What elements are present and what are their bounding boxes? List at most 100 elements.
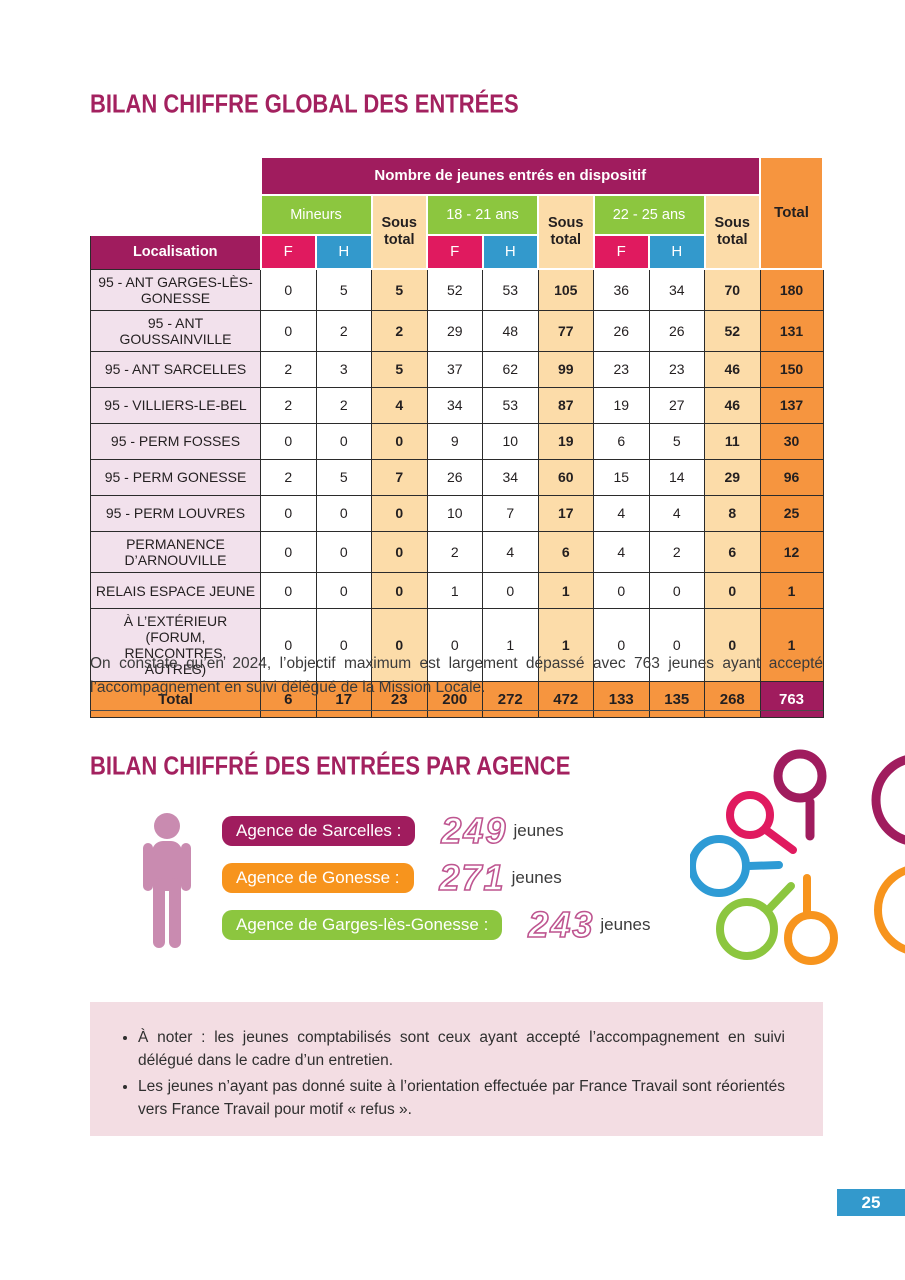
table-row: PERMANENCE D’ARNOUVILLE 0 0 0 2 4 6 4 2 6 12 — [90, 530, 824, 574]
col-header-h-2: H — [481, 234, 539, 270]
table-cell: 10 — [426, 494, 483, 532]
table-cell: 52 — [704, 309, 761, 352]
table-cell: 34 — [648, 268, 705, 311]
agency-row-gonesse: Agence de Gonesse : 271 jeunes — [222, 857, 692, 898]
section2-title: BILAN CHIFFRÉ DES ENTRÉES PAR AGENCE — [90, 751, 571, 781]
table-cell: 0 — [260, 268, 317, 311]
table-row: 95 - ANT GARGES-LÈS-GONESSE 0 5 5 52 53 105 36 3… — [90, 268, 824, 311]
agency-count-gonesse: 271 — [439, 857, 506, 898]
table-cell: 87 — [537, 386, 594, 424]
table-cell: PERMANENCE D’ARNOUVILLE — [90, 530, 261, 574]
table-cell: 48 — [482, 309, 539, 352]
table-cell: 180 — [759, 268, 824, 311]
table-cell: 7 — [482, 494, 539, 532]
table-row: 95 - VILLIERS-LE-BEL 2 2 4 34 53 87 19 27 46 137 — [90, 386, 824, 424]
table-cell: Total — [90, 681, 261, 719]
table-total-row: Total 6 17 23 200 272 472 133 135 268 763 — [90, 681, 824, 719]
table-cell: 0 — [371, 572, 428, 610]
table-cell: 0 — [371, 422, 428, 460]
table-cell: 0 — [371, 608, 428, 683]
section-divider — [90, 710, 823, 711]
table-cell: 29 — [426, 309, 483, 352]
table-cell: 77 — [537, 309, 594, 352]
table-cell: 15 — [593, 458, 650, 496]
table-cell: 133 — [593, 681, 650, 719]
table-cell: 0 — [260, 608, 317, 683]
table-cell: 2 — [371, 309, 428, 352]
table-cell: 105 — [537, 268, 594, 311]
section1-title: BILAN CHIFFRE GLOBAL DES ENTRÉES — [90, 89, 519, 119]
table-cell: 2 — [260, 350, 317, 388]
table-cell: 0 — [260, 572, 317, 610]
table-cell: 11 — [704, 422, 761, 460]
table-cell: 0 — [593, 572, 650, 610]
table-cell: 26 — [593, 309, 650, 352]
table-cell: 46 — [704, 386, 761, 424]
note-box: À noter : les jeunes comptabilisés sont … — [90, 1002, 823, 1136]
table-cell: 0 — [260, 422, 317, 460]
table-cell: 0 — [260, 494, 317, 532]
table-cell: 19 — [593, 386, 650, 424]
page-number: 25 — [837, 1189, 905, 1216]
table-cell: 95 - PERM GONESSE — [90, 458, 261, 496]
table-cell: 0 — [260, 309, 317, 352]
table-cell: 1 — [537, 608, 594, 683]
table-cell: 34 — [482, 458, 539, 496]
table-cell: 5 — [648, 422, 705, 460]
table-cell: 0 — [260, 530, 317, 574]
table-cell: 53 — [482, 386, 539, 424]
table-cell: 30 — [759, 422, 824, 460]
table-cell: 1 — [759, 608, 824, 683]
table-cell: 27 — [648, 386, 705, 424]
table-cell: 150 — [759, 350, 824, 388]
table-cell: RELAIS ESPACE JEUNE — [90, 572, 261, 610]
table-cell: 96 — [759, 458, 824, 496]
table-cell: 23 — [648, 350, 705, 388]
agency-pill-sarcelles: Agence de Sarcelles : — [222, 816, 416, 846]
col-group-22-25: 22 - 25 ans — [592, 194, 706, 236]
col-group-mineurs: Mineurs — [259, 194, 373, 236]
agency-unit-garges: jeunes — [600, 915, 651, 934]
table-row: 95 - PERM GONESSE 2 5 7 26 34 60 15 14 29 96 — [90, 458, 824, 496]
table-cell: 70 — [704, 268, 761, 311]
table-row: RELAIS ESPACE JEUNE 0 0 0 1 0 1 0 0 0 1 — [90, 572, 824, 610]
table-cell: 25 — [759, 494, 824, 532]
table-cell: 0 — [315, 608, 372, 683]
table-cell: 99 — [537, 350, 594, 388]
col-group-18-21: 18 - 21 ans — [426, 194, 539, 236]
table-cell: 60 — [537, 458, 594, 496]
col-header-f-3: F — [592, 234, 650, 270]
table-cell: 5 — [371, 350, 428, 388]
table-cell: 26 — [426, 458, 483, 496]
agency-row-sarcelles: Agence de Sarcelles : 249 jeunes — [222, 810, 692, 851]
table-cell: 23 — [371, 681, 428, 719]
table-main-header: Nombre de jeunes entrés en dispositif — [259, 156, 761, 196]
mission-locale-logo — [690, 749, 905, 965]
table-cell: 4 — [482, 530, 539, 574]
agency-count-sarcelles: 249 — [441, 810, 508, 851]
col-header-total: Total — [759, 156, 824, 270]
table-cell: 2 — [648, 530, 705, 574]
table-cell: 0 — [371, 494, 428, 532]
table-cell: 53 — [482, 268, 539, 311]
table-cell: 0 — [593, 608, 650, 683]
table-cell: 95 - ANT GOUSSAINVILLE — [90, 309, 261, 352]
note-bullet-2: Les jeunes n’ayant pas donné suite à l’o… — [138, 1075, 785, 1122]
table-cell: 46 — [704, 350, 761, 388]
table-cell: 0 — [704, 608, 761, 683]
table-blank-corner — [90, 157, 261, 235]
table-cell: 62 — [482, 350, 539, 388]
table-cell: 17 — [315, 681, 372, 719]
table-cell: 5 — [315, 268, 372, 311]
table-cell: 0 — [704, 572, 761, 610]
table-row: 95 - PERM FOSSES 0 0 0 9 10 19 6 5 11 30 — [90, 422, 824, 460]
table-cell: 7 — [371, 458, 428, 496]
agency-unit-gonesse: jeunes — [511, 868, 562, 887]
table-cell: 6 — [593, 422, 650, 460]
table-cell: 272 — [482, 681, 539, 719]
table-cell: 29 — [704, 458, 761, 496]
summary-paragraph: On constate qu’en 2024, l’objectif maxim… — [90, 654, 823, 696]
table-cell: 4 — [593, 530, 650, 574]
note-list: À noter : les jeunes comptabilisés sont … — [120, 1026, 785, 1121]
table-cell: 2 — [260, 386, 317, 424]
